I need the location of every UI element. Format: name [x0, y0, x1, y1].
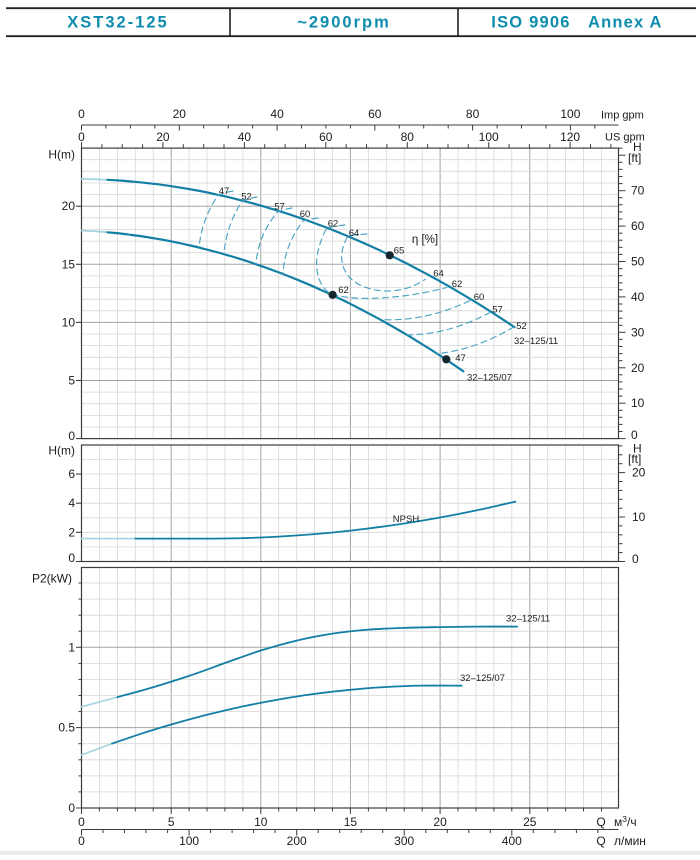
- svg-text:32–125/11: 32–125/11: [506, 614, 550, 625]
- svg-text:70: 70: [631, 184, 645, 198]
- svg-text:100: 100: [179, 834, 199, 848]
- svg-text:15: 15: [344, 815, 358, 829]
- svg-text:6: 6: [68, 467, 75, 481]
- svg-text:20: 20: [631, 361, 645, 375]
- svg-text:4: 4: [68, 496, 75, 510]
- svg-text:100: 100: [560, 107, 580, 121]
- svg-text:0: 0: [78, 834, 85, 848]
- svg-text:20: 20: [173, 107, 187, 121]
- svg-text:[ft]: [ft]: [628, 452, 641, 466]
- svg-text:120: 120: [560, 130, 580, 144]
- svg-text:400: 400: [502, 834, 522, 848]
- svg-text:300: 300: [394, 834, 414, 848]
- svg-text:65: 65: [394, 246, 405, 257]
- svg-text:40: 40: [238, 130, 252, 144]
- svg-text:60: 60: [300, 209, 311, 220]
- svg-text:л/мин: л/мин: [614, 834, 646, 848]
- svg-text:80: 80: [401, 130, 415, 144]
- svg-text:20: 20: [632, 466, 646, 480]
- svg-text:0: 0: [78, 815, 85, 829]
- svg-text:47: 47: [455, 353, 466, 364]
- svg-text:10: 10: [62, 315, 76, 329]
- svg-text:47: 47: [219, 186, 230, 197]
- svg-text:64: 64: [433, 268, 444, 279]
- svg-text:H: H: [633, 140, 642, 154]
- svg-text:H: H: [633, 442, 642, 456]
- svg-text:NPSH: NPSH: [393, 514, 420, 525]
- svg-text:H(m): H(m): [48, 444, 75, 458]
- svg-text:20: 20: [156, 130, 170, 144]
- svg-text:P2(kW): P2(kW): [32, 572, 72, 586]
- svg-text:м3/ч: м3/ч: [614, 814, 637, 829]
- svg-text:62: 62: [452, 279, 463, 290]
- svg-text:Q: Q: [596, 815, 605, 829]
- svg-text:40: 40: [270, 107, 284, 121]
- svg-text:64: 64: [349, 228, 360, 239]
- svg-text:32–125/07: 32–125/07: [467, 373, 512, 384]
- svg-text:0: 0: [68, 801, 75, 815]
- svg-text:0: 0: [78, 107, 85, 121]
- svg-text:Q: Q: [596, 834, 605, 848]
- svg-text:40: 40: [631, 290, 645, 304]
- svg-text:62: 62: [328, 218, 339, 229]
- svg-text:2: 2: [68, 525, 75, 539]
- svg-text:52: 52: [241, 191, 252, 202]
- svg-text:32–125/11: 32–125/11: [514, 336, 558, 347]
- svg-text:30: 30: [631, 325, 645, 339]
- svg-text:US gpm: US gpm: [605, 132, 645, 144]
- svg-text:80: 80: [466, 107, 480, 121]
- svg-text:5: 5: [168, 815, 175, 829]
- svg-text:20: 20: [62, 199, 76, 213]
- svg-text:0: 0: [78, 130, 85, 144]
- svg-text:62: 62: [338, 285, 349, 296]
- svg-text:10: 10: [254, 815, 268, 829]
- svg-text:5: 5: [68, 374, 75, 388]
- svg-text:57: 57: [492, 304, 503, 315]
- svg-text:20: 20: [433, 815, 447, 829]
- svg-text:57: 57: [274, 201, 285, 212]
- svg-text:60: 60: [474, 292, 485, 303]
- svg-text:10: 10: [632, 510, 646, 524]
- svg-text:Imp gpm: Imp gpm: [601, 110, 644, 122]
- svg-text:60: 60: [368, 107, 382, 121]
- svg-text:100: 100: [479, 130, 499, 144]
- svg-text:η [%]: η [%]: [412, 234, 438, 246]
- svg-text:[ft]: [ft]: [628, 151, 641, 165]
- svg-text:15: 15: [62, 257, 76, 271]
- svg-text:0: 0: [632, 552, 639, 566]
- svg-text:60: 60: [631, 219, 645, 233]
- svg-text:XST32-125: XST32-125: [67, 14, 168, 32]
- svg-text:1: 1: [68, 640, 75, 654]
- svg-text:50: 50: [631, 255, 645, 269]
- svg-text:60: 60: [319, 130, 333, 144]
- svg-text:0: 0: [68, 429, 75, 443]
- svg-text:25: 25: [523, 815, 537, 829]
- svg-text:32–125/07: 32–125/07: [460, 673, 505, 684]
- svg-text:0.5: 0.5: [58, 721, 75, 735]
- svg-text:~2900rpm: ~2900rpm: [297, 14, 391, 32]
- svg-text:0: 0: [631, 428, 638, 442]
- svg-text:52: 52: [516, 321, 527, 332]
- svg-text:200: 200: [287, 834, 307, 848]
- svg-text:H(m): H(m): [48, 148, 75, 162]
- svg-text:0: 0: [68, 551, 75, 565]
- svg-text:ISO 9906 Annex A: ISO 9906 Annex A: [491, 14, 662, 32]
- svg-text:10: 10: [631, 396, 645, 410]
